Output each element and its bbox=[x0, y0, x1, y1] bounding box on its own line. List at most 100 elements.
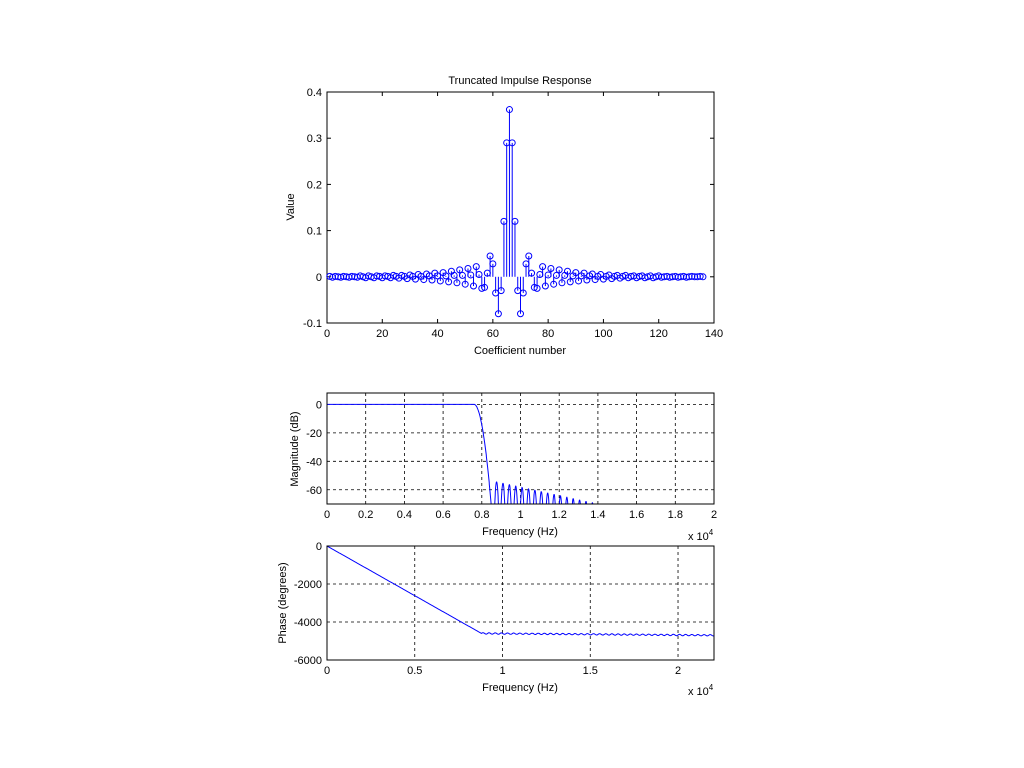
phase-plot: 0 0.5 1 1.5 2 0 -2000 -4000 -6000 Frequency (Hz)… bbox=[277, 541, 715, 698]
impulse-marker bbox=[497, 287, 505, 295]
impulse-marker bbox=[489, 260, 497, 268]
impulse-marker bbox=[555, 266, 563, 274]
impulse-plot-xlabel: Coefficient number bbox=[474, 345, 566, 357]
impulse-marker bbox=[566, 278, 574, 286]
impulse-y-tick-label: 0.3 bbox=[307, 133, 322, 145]
magnitude-plot-ylabel: Magnitude (dB) bbox=[289, 411, 301, 486]
impulse-x-tick-label: 0 bbox=[324, 328, 330, 340]
impulse-marker bbox=[533, 284, 541, 292]
impulse-marker bbox=[519, 289, 527, 297]
impulse-plot-ticks: 0 20 40 60 80 100 120 140-0.100.10.20.30.4 bbox=[303, 87, 723, 340]
impulse-marker bbox=[505, 106, 513, 114]
impulse-marker bbox=[461, 280, 469, 288]
phase-plot-ylabel: Phase (degrees) bbox=[277, 562, 289, 643]
impulse-marker bbox=[539, 263, 547, 271]
phase-y-tick-label: -4000 bbox=[294, 617, 322, 629]
impulse-x-tick-label: 140 bbox=[705, 328, 723, 340]
impulse-marker bbox=[547, 264, 555, 272]
impulse-marker bbox=[445, 278, 453, 286]
magnitude-multiplier-base: x 10 bbox=[688, 531, 709, 543]
impulse-marker bbox=[508, 139, 516, 147]
impulse-plot-ylabel: Value bbox=[285, 193, 297, 220]
phase-plot-xlabel: Frequency (Hz) bbox=[482, 682, 558, 694]
impulse-marker bbox=[528, 269, 536, 277]
impulse-x-tick-label: 60 bbox=[487, 328, 499, 340]
impulse-marker bbox=[696, 272, 704, 280]
impulse-x-tick-label: 120 bbox=[650, 328, 668, 340]
magnitude-x-tick-label: 1.6 bbox=[629, 509, 644, 521]
phase-x-tick-label: 2 bbox=[675, 665, 681, 677]
impulse-marker bbox=[475, 270, 483, 278]
impulse-marker bbox=[420, 276, 428, 284]
impulse-marker bbox=[442, 272, 450, 280]
phase-y-tick-label: -2000 bbox=[294, 579, 322, 591]
phase-plot-axes-bg bbox=[327, 546, 714, 660]
impulse-marker bbox=[450, 271, 458, 279]
impulse-marker bbox=[563, 267, 571, 275]
impulse-marker bbox=[558, 279, 566, 287]
phase-plot-axes bbox=[326, 545, 715, 661]
magnitude-x-tick-label: 0.6 bbox=[435, 509, 450, 521]
impulse-marker bbox=[481, 283, 489, 291]
magnitude-curve bbox=[327, 403, 600, 504]
impulse-x-tick-label: 80 bbox=[542, 328, 554, 340]
impulse-marker bbox=[470, 282, 478, 290]
phase-y-tick-label: -6000 bbox=[294, 655, 322, 667]
magnitude-y-tick-label: -20 bbox=[306, 428, 322, 440]
impulse-marker bbox=[572, 269, 580, 277]
impulse-plot-stems bbox=[326, 106, 707, 318]
magnitude-x-tick-label: 1.4 bbox=[590, 509, 605, 521]
phase-x-tick-label: 1.5 bbox=[583, 665, 598, 677]
impulse-marker bbox=[436, 277, 444, 285]
impulse-marker bbox=[472, 263, 480, 271]
magnitude-x-tick-label: 1.2 bbox=[552, 509, 567, 521]
magnitude-x-tick-label: 1 bbox=[517, 509, 523, 521]
magnitude-plot-axes bbox=[326, 392, 715, 505]
magnitude-plot-xlabel: Frequency (Hz) bbox=[482, 526, 558, 538]
impulse-marker bbox=[511, 217, 519, 225]
impulse-marker bbox=[428, 276, 436, 284]
magnitude-y-tick-label: -40 bbox=[306, 456, 322, 468]
phase-curve bbox=[326, 545, 714, 637]
impulse-plot-title: Truncated Impulse Response bbox=[448, 75, 591, 87]
impulse-marker bbox=[550, 280, 558, 288]
magnitude-x-tick-label: 1.8 bbox=[668, 509, 683, 521]
magnitude-y-tick-label: -60 bbox=[306, 485, 322, 497]
phase-multiplier-exp: 4 bbox=[709, 683, 714, 692]
magnitude-y-tick-label: 0 bbox=[316, 399, 322, 411]
impulse-marker bbox=[517, 310, 524, 318]
impulse-marker bbox=[525, 252, 533, 260]
impulse-y-tick-label: 0.1 bbox=[307, 226, 322, 238]
impulse-marker bbox=[456, 266, 464, 274]
impulse-x-tick-label: 40 bbox=[431, 328, 443, 340]
phase-plot-ticks: 0 0.5 1 1.5 2 0 -2000 -4000 -6000 bbox=[294, 541, 681, 677]
impulse-marker bbox=[458, 271, 466, 279]
magnitude-plot-grid bbox=[327, 393, 714, 504]
magnitude-plot-ticks: 0 0.2 0.4 0.6 0.8 1 1.2 1.4 1.6 1.8 2 0 -20 -40 -60 bbox=[306, 399, 717, 521]
phase-plot-grid bbox=[327, 546, 714, 660]
impulse-x-tick-label: 20 bbox=[376, 328, 388, 340]
impulse-marker bbox=[486, 252, 494, 260]
phase-x-tick-label: 0.5 bbox=[407, 665, 422, 677]
impulse-y-tick-label: -0.1 bbox=[303, 318, 322, 330]
impulse-y-tick-label: 0 bbox=[316, 272, 322, 284]
phase-x-tick-label: 1 bbox=[499, 665, 505, 677]
phase-plot-x-multiplier: x 104 bbox=[688, 683, 714, 698]
impulse-y-tick-label: 0.2 bbox=[307, 179, 322, 191]
impulse-response-plot: Truncated Impulse Response 0 20 40 60 80 100 1… bbox=[285, 75, 723, 357]
phase-multiplier-base: x 10 bbox=[688, 686, 709, 698]
magnitude-x-tick-label: 0.4 bbox=[397, 509, 412, 521]
magnitude-plot: 0 0.2 0.4 0.6 0.8 1 1.2 1.4 1.6 1.8 2 0 -20 -40 -60 Fr… bbox=[289, 392, 717, 543]
magnitude-multiplier-exp: 4 bbox=[709, 528, 714, 537]
impulse-x-tick-label: 100 bbox=[594, 328, 612, 340]
impulse-marker bbox=[467, 271, 475, 279]
impulse-marker bbox=[580, 269, 588, 277]
magnitude-x-tick-label: 0 bbox=[324, 509, 330, 521]
impulse-marker bbox=[541, 282, 549, 290]
impulse-marker bbox=[464, 264, 472, 272]
phase-y-tick-label: 0 bbox=[316, 541, 322, 553]
impulse-y-tick-label: 0.4 bbox=[307, 87, 322, 99]
magnitude-x-tick-label: 2 bbox=[711, 509, 717, 521]
impulse-marker bbox=[453, 279, 461, 287]
